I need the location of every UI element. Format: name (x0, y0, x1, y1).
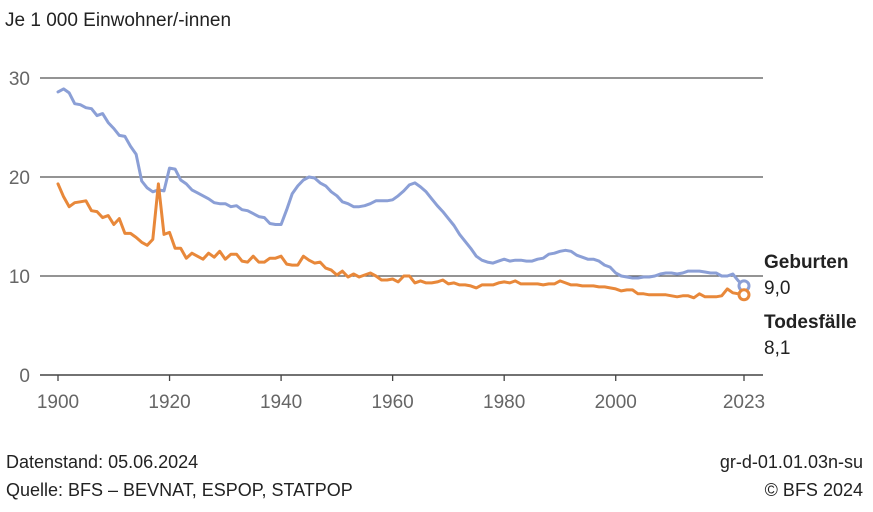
y-tick-label: 0 (19, 366, 30, 387)
y-tick-label: 30 (9, 69, 30, 90)
series-lines (56, 87, 751, 302)
x-axis: 1900 1920 1940 1960 1980 2000 2023 (37, 375, 765, 413)
series-end-marker-1 (737, 288, 751, 302)
y-tick-label: 20 (9, 168, 30, 189)
x-tick-label: 2000 (595, 392, 637, 413)
series-line-0 (56, 87, 746, 288)
series-line-1 (56, 182, 746, 300)
x-tick-label: 1940 (260, 392, 302, 413)
data-date-label: Datenstand: 05.06.2024 (6, 452, 199, 472)
x-tick-label: 1980 (483, 392, 525, 413)
series-end-labels: Geburten 9,0 Todesfälle 8,1 (764, 252, 857, 359)
series-last-value-label: 9,0 (764, 278, 790, 299)
chart-code-label: gr-d-01.01.03n-su (719, 452, 863, 472)
series-name-label: Geburten (764, 252, 848, 273)
y-tick-label: 10 (9, 267, 30, 288)
y-axis-title: Je 1 000 Einwohner/-innen (5, 10, 231, 31)
copyright-label: © BFS 2024 (764, 480, 863, 500)
x-tick-label: 1900 (37, 392, 79, 413)
source-label: Quelle: BFS – BEVNAT, ESPOP, STATPOP (6, 480, 353, 500)
x-tick-label: 1920 (148, 392, 190, 413)
x-tick-label: 2023 (723, 392, 765, 413)
series-last-value-label: 8,1 (764, 338, 790, 359)
grid (40, 77, 763, 376)
y-tick-labels: 0 10 20 30 (9, 69, 30, 387)
x-tick-label: 1960 (371, 392, 413, 413)
series-name-label: Todesfälle (764, 312, 857, 333)
